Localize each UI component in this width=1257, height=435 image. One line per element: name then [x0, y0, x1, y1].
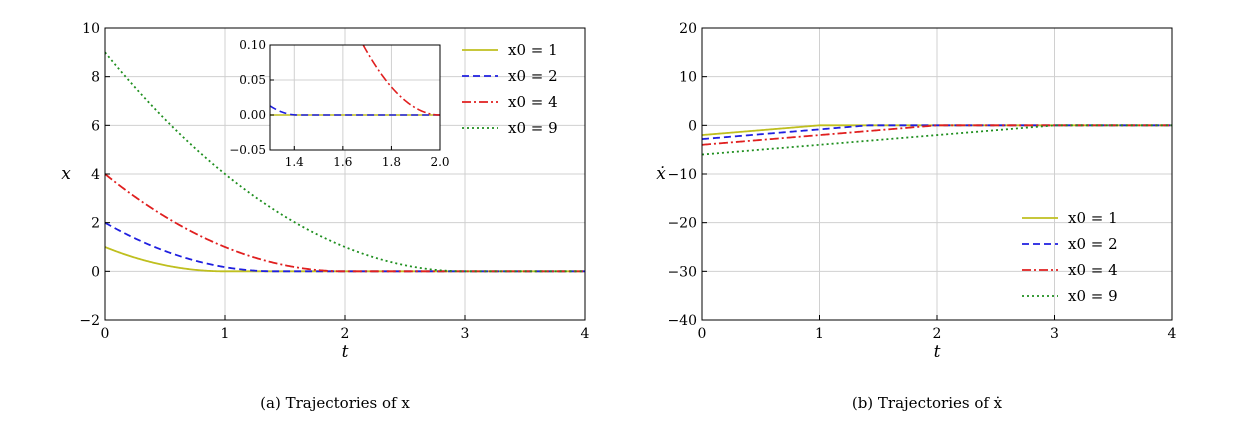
- inset-plot: 1.4 1.6 1.8 2.0 −0.05 0.00 0.05 0.10: [229, 38, 449, 169]
- inset-x-tick-label: 2.0: [430, 155, 449, 169]
- legend-label: x0 = 9: [1068, 287, 1118, 305]
- legend-label: x0 = 1: [1068, 209, 1118, 227]
- inset-x-tick-label: 1.8: [382, 155, 401, 169]
- y-tick-label: −40: [667, 313, 697, 329]
- series-line: [105, 51, 585, 273]
- y-tick-label: 2: [91, 216, 100, 232]
- x-tick-label: 3: [461, 326, 470, 342]
- legend-label: x0 = 2: [508, 67, 558, 85]
- x-tick-label: 4: [581, 326, 590, 342]
- x-tick-label: 0: [101, 326, 110, 342]
- inset-x-tick-label: 1.6: [333, 155, 352, 169]
- y-axis-label: x: [61, 164, 71, 184]
- x-axis-label: t: [342, 342, 349, 362]
- y-tick-label: 0: [688, 118, 697, 134]
- y-tick-label: 10: [679, 70, 697, 86]
- x-tick-label: 1: [221, 326, 230, 342]
- y-tick-label: 20: [679, 21, 697, 37]
- legend-label: x0 = 9: [508, 119, 558, 137]
- x-tick-label: 0: [698, 326, 707, 342]
- x-tick-label: 2: [933, 326, 942, 342]
- inset-background: [270, 45, 440, 150]
- panel-b: 0 1 2 3 4 −40 −30 −20 −10 0 10 20 t ẋ x0 = 1 x0 = 2 x0 =…: [656, 21, 1176, 412]
- x-tick-label: 1: [815, 326, 824, 342]
- series-line: [702, 124, 1172, 140]
- y-tick-label: −20: [667, 216, 697, 232]
- legend-label: x0 = 4: [1068, 261, 1118, 279]
- y-tick-label: −2: [79, 313, 100, 329]
- y-tick-label: 0: [91, 264, 100, 280]
- y-tick-label: 4: [91, 167, 100, 183]
- x-tick-label: 3: [1050, 326, 1059, 342]
- panel-caption: (a) Trajectories of x: [260, 394, 410, 412]
- inset-series-line: [270, 105, 440, 116]
- series-line: [702, 124, 1172, 146]
- legend-label: x0 = 1: [508, 41, 558, 59]
- x-tick-label: 2: [341, 326, 350, 342]
- series-line: [702, 124, 1172, 156]
- inset-y-tick-label: 0.00: [239, 108, 266, 122]
- x-tick-label: 4: [1168, 326, 1177, 342]
- inset-y-tick-label: 0.10: [239, 38, 266, 52]
- y-tick-label: −30: [667, 264, 697, 280]
- y-tick-label: 8: [91, 70, 100, 86]
- inset-x-tick-label: 1.4: [285, 155, 304, 169]
- x-axis-label: t: [934, 342, 941, 362]
- y-tick-label: 6: [91, 118, 100, 134]
- inset-frame: [269, 44, 441, 151]
- inset-y-tick-label: 0.05: [239, 73, 266, 87]
- y-tick-label: 10: [82, 21, 100, 37]
- legend-label: x0 = 2: [1068, 235, 1118, 253]
- panel-caption: (b) Trajectories of ẋ: [852, 394, 1003, 412]
- y-axis-label: ẋ: [656, 164, 666, 184]
- legend-label: x0 = 4: [508, 93, 558, 111]
- y-tick-label: −10: [667, 167, 697, 183]
- inset-y-tick-label: −0.05: [229, 143, 266, 157]
